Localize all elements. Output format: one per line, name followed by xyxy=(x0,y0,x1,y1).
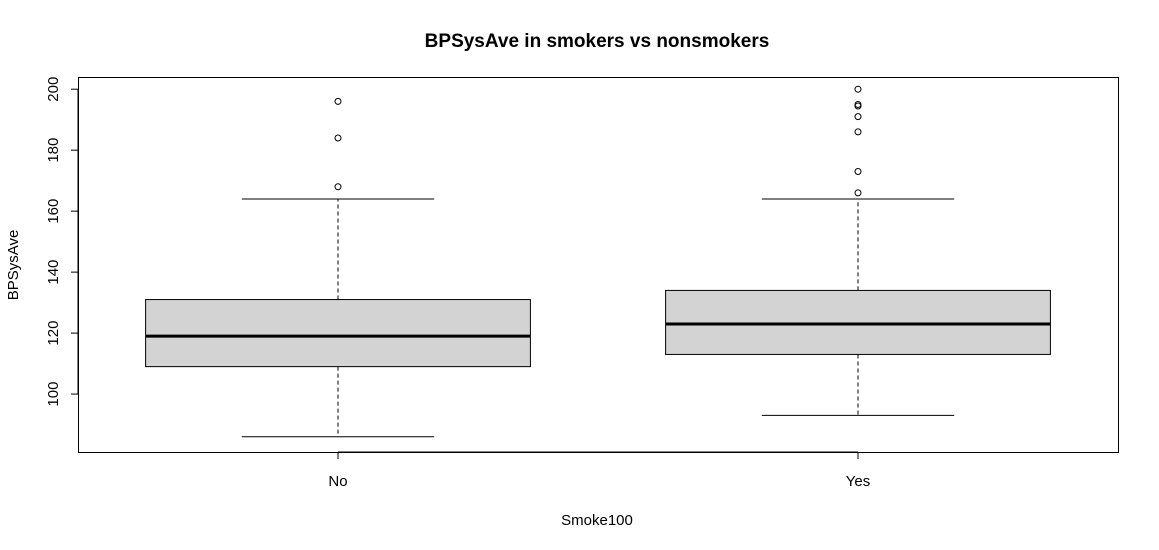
outlier-point xyxy=(334,134,342,142)
plot-frame xyxy=(78,77,1119,453)
outlier-point xyxy=(854,128,862,136)
x-tick-label: Yes xyxy=(846,473,870,490)
outlier-point xyxy=(334,97,342,105)
box-no xyxy=(145,97,531,438)
outlier-point xyxy=(334,183,342,191)
iqr-box xyxy=(145,299,531,368)
outlier-point xyxy=(854,113,862,121)
outlier-point xyxy=(854,85,862,93)
x-tick-label: No xyxy=(328,473,347,490)
chart-title: BPSysAve in smokers vs nonsmokers xyxy=(425,31,770,52)
y-tick-label: 140 xyxy=(45,260,62,285)
x-axis: No Yes xyxy=(328,451,870,490)
outlier-point xyxy=(854,168,862,176)
outlier-point xyxy=(854,100,862,108)
y-tick-label: 180 xyxy=(45,138,62,163)
box-yes xyxy=(665,85,1051,416)
x-axis-label: Smoke100 xyxy=(561,512,633,529)
y-tick-label: 120 xyxy=(45,321,62,346)
y-tick-label: 100 xyxy=(45,382,62,407)
y-axis-label: BPSysAve xyxy=(5,230,22,301)
plot-area xyxy=(145,85,1051,438)
iqr-box xyxy=(665,289,1051,355)
y-tick-label: 200 xyxy=(45,77,62,102)
y-axis: 100 120 140 160 180 200 xyxy=(45,77,79,407)
outlier-point xyxy=(854,189,862,197)
y-tick-label: 160 xyxy=(45,199,62,224)
